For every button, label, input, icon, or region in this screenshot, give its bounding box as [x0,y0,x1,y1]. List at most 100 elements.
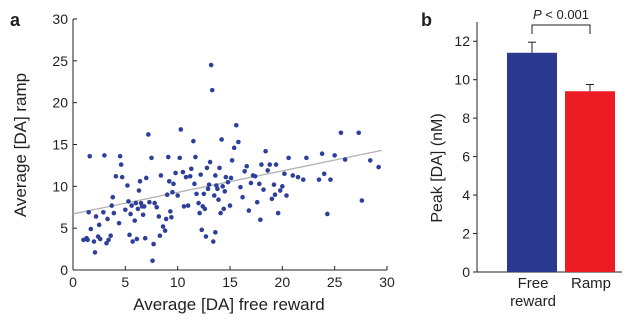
scatter-point [199,227,205,233]
scatter-point [218,210,223,216]
scatter-point [133,200,139,206]
scatter-point [269,196,275,202]
scatter-point [187,173,193,179]
panel-label-a: a [10,10,21,30]
scatter-point [286,155,291,161]
scatter-point [304,155,309,161]
scatter-point [143,175,149,181]
scatter-point [118,162,124,167]
scatter-point [238,184,243,190]
scatter-point [168,209,173,214]
scatter-point [258,217,263,223]
scatter-point [193,154,198,160]
scatter-point [88,226,94,232]
y-tick-label: 30 [52,11,68,27]
scatter-point [169,214,174,220]
scatter-point [157,233,163,238]
scatter-point [290,173,296,178]
scatter-point [280,184,285,189]
scatter-point [325,211,330,217]
scatter-point [356,130,362,136]
scatter-point [85,237,90,243]
significance-label: P < 0.001 [533,7,589,22]
x-tick-label: 5 [121,274,129,290]
scatter-point [263,148,268,154]
scatter-point [248,180,254,186]
bar-y-tick-label: 10 [454,72,470,88]
scatter-point [273,162,279,167]
scatter-point [275,210,281,216]
scatter-point [166,179,172,184]
y-tick-label: 10 [52,178,68,194]
scatter-point [213,230,218,235]
x-tick-label: 0 [69,274,77,290]
scatter-point [202,206,208,212]
scatter-point [97,236,103,242]
scatter-point [223,174,229,180]
scatter-point [257,181,262,187]
significance-line [531,24,591,34]
scatter-point [185,203,191,208]
bar-y-tick-label: 6 [462,149,470,165]
scatter-point [319,151,325,157]
scatter-point [188,166,194,172]
scatter-point [160,224,166,229]
bar-y-tick-label: 12 [454,33,470,49]
x-tick-label: 20 [275,274,291,290]
scatter-points [81,62,381,264]
scatter-point [196,200,201,206]
scatter-point [149,155,154,161]
scatter-point [141,204,147,209]
scatter-point [367,158,373,163]
scatter-point [105,216,110,222]
scatter-point [244,163,250,169]
panel-label-b: b [421,10,432,30]
scatter-point [181,204,187,209]
x-axis-label: Average [DA] free reward [133,295,325,314]
category-label-ramp: Ramp [571,275,611,292]
scatter-point [117,153,123,159]
scatter-point [261,187,266,192]
scatter-point [123,207,128,213]
scatter-point [321,171,327,177]
scatter-point [295,174,301,180]
scatter-point [254,199,260,205]
scatter-point [162,228,168,233]
scatter-point [150,258,155,264]
scatter-point [87,153,93,159]
scatter-point [147,199,152,205]
bar-ramp [565,91,615,272]
scatter-point [136,188,142,193]
y-axis-label: Average [DA] ramp [11,73,30,217]
scatter-point [328,177,333,182]
scatter-point [111,210,117,216]
scatter-point [219,137,224,142]
scatter-point [221,206,227,212]
bar-y-tick-label: 0 [462,264,470,280]
scatter-point [205,186,211,192]
scatter-point [300,177,306,182]
scatter-point [204,165,210,171]
x-tick-label: 25 [327,274,343,290]
scatter-point [201,191,207,197]
scatter-point [220,184,225,189]
scatter-point [163,216,169,222]
significance-bracket: P < 0.001 [531,7,591,34]
scatter-point [203,234,209,239]
bar-free-reward [507,52,557,273]
x-tick-label: 30 [379,274,395,290]
scatter-point [151,241,156,247]
scatter-point [170,189,175,195]
scatter-point [194,191,199,197]
scatter-point [125,183,130,188]
scatter-point [342,157,348,162]
scatter-point [110,194,116,200]
x-tick-label: 10 [170,274,186,290]
scatter-point [197,210,202,216]
scatter-point [135,206,141,212]
scatter-point [198,172,203,177]
scatter-point [146,132,151,137]
scatter-point [252,173,258,179]
scatter-point [93,214,99,219]
scatter-point [259,162,264,167]
